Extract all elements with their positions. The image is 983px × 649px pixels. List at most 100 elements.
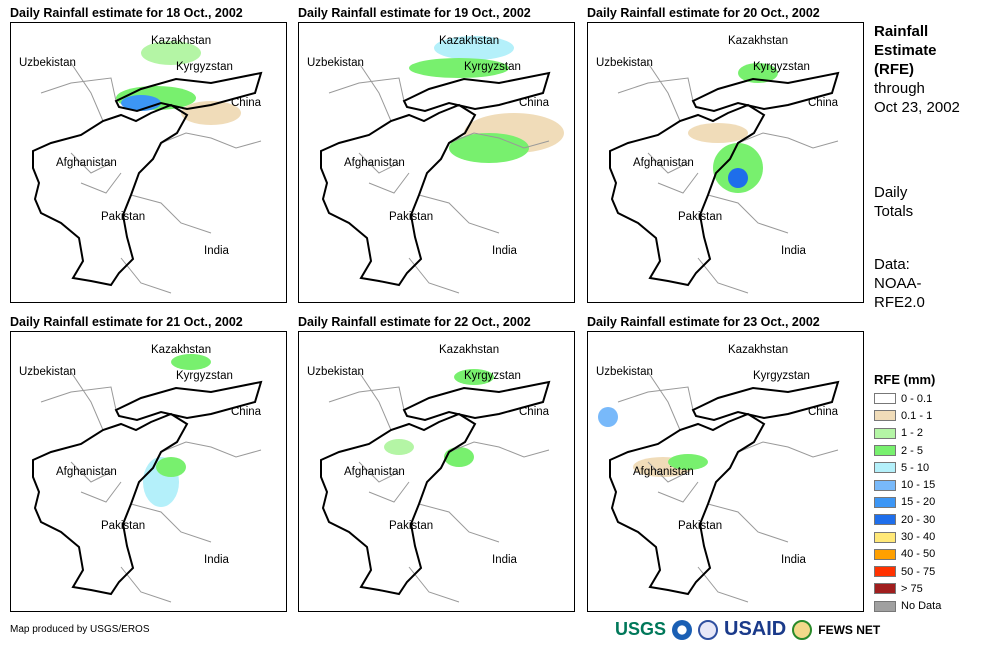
rainfall-patch (738, 63, 778, 83)
rainfall-patch (598, 407, 618, 427)
country-label-india: India (204, 245, 229, 257)
country-label-uzbekistan: Uzbekistan (19, 57, 76, 69)
admin-borders (328, 62, 550, 294)
country-label-india: India (492, 245, 517, 257)
legend-label: 1 - 2 (901, 427, 924, 440)
afghanistan-pakistan-border (320, 412, 477, 596)
legend-label: 10 - 15 (901, 479, 936, 492)
legend-item: > 75 (874, 580, 941, 597)
panel-title: Daily Rainfall estimate for 18 Oct., 200… (10, 6, 243, 20)
country-label-india: India (492, 554, 517, 566)
country-label-uzbekistan: Uzbekistan (596, 57, 653, 69)
admin-borders (40, 371, 262, 603)
legend-label: 0 - 0.1 (901, 392, 933, 405)
country-label-india: India (204, 554, 229, 566)
afghanistan-pakistan-border (32, 103, 189, 287)
country-label-china: China (231, 97, 262, 109)
legend-swatch (874, 496, 896, 508)
country-label-kazakhstan: Kazakhstan (728, 35, 789, 47)
note-line: NOAA- (874, 275, 922, 292)
panel-title: Daily Rainfall estimate for 21 Oct., 200… (10, 315, 243, 329)
legend-item: 0.1 - 1 (874, 407, 941, 424)
country-label-kazakhstan: Kazakhstan (439, 344, 500, 356)
afghanistan-pakistan-border (609, 103, 766, 287)
country-label-uzbekistan: Uzbekistan (19, 366, 76, 378)
legend-label: 50 - 75 (901, 565, 936, 578)
heading-line: through (874, 80, 925, 97)
note-line: Data: (874, 256, 910, 273)
legend-label: 2 - 5 (901, 444, 924, 457)
fews-logo: FEWS NET (818, 622, 881, 637)
legend-item: 2 - 5 (874, 442, 941, 459)
admin-borders (328, 371, 550, 603)
legend-item: 15 - 20 (874, 494, 941, 511)
country-label-pakistan: Pakistan (678, 520, 723, 532)
legend-swatch (874, 462, 896, 474)
legend-item: 40 - 50 (874, 546, 941, 563)
kyrgyzstan-border (114, 71, 263, 113)
legend-swatch (874, 393, 896, 405)
heading-line: (RFE) (874, 61, 914, 78)
panel-title: Daily Rainfall estimate for 19 Oct., 200… (298, 6, 531, 20)
legend-item: 5 - 10 (874, 459, 941, 476)
country-label-pakistan: Pakistan (101, 520, 146, 532)
legend-swatch (874, 566, 896, 578)
country-label-kyrgyzstan: Kyrgyzstan (464, 61, 521, 73)
afghanistan-pakistan-border (609, 412, 766, 596)
legend-label: 20 - 30 (901, 513, 936, 526)
country-label-kyrgyzstan: Kyrgyzstan (176, 370, 233, 382)
legend-item: 30 - 40 (874, 528, 941, 545)
figure-heading: Rainfall Estimate (RFE) through Oct 23, … (874, 22, 960, 117)
note-line: Daily (874, 184, 908, 201)
kyrgyzstan-border (402, 71, 551, 113)
data-source-note: Data: NOAA- RFE2.0 (874, 255, 925, 312)
kyrgyzstan-border (691, 71, 840, 113)
admin-borders (40, 62, 262, 294)
rainfall-map-panel: Kazakhstan Uzbekistan Kyrgyzstan China Afgha… (587, 22, 864, 303)
country-label-pakistan: Pakistan (389, 520, 434, 532)
country-label-india: India (781, 554, 806, 566)
logos: USGS USAID FEWS NET (615, 618, 880, 641)
country-label-pakistan: Pakistan (101, 211, 146, 223)
rainfall-map-panel: Kazakhstan Uzbekistan Kyrgyzstan China Afgha… (10, 331, 287, 612)
legend-label: > 75 (901, 582, 923, 595)
legend-item: No Data (874, 598, 941, 615)
kyrgyzstan-border (114, 380, 263, 422)
admin-borders (617, 371, 839, 603)
country-label-pakistan: Pakistan (389, 211, 434, 223)
rainfall-patch (434, 36, 514, 60)
usgs-logo: USGS (615, 619, 667, 639)
legend-title: RFE (mm) (874, 372, 936, 387)
rainfall-patch (728, 168, 748, 188)
heading-line: Estimate (874, 42, 937, 59)
afghanistan-pakistan-border (32, 412, 189, 596)
panel-title: Daily Rainfall estimate for 20 Oct., 200… (587, 6, 820, 20)
afghanistan-pakistan-border (320, 103, 477, 287)
legend-label: 30 - 40 (901, 531, 936, 544)
country-label-china: China (231, 406, 262, 418)
heading-line: Rainfall (874, 23, 929, 40)
legend-label: 15 - 20 (901, 496, 936, 509)
usaid-seal (698, 619, 719, 640)
legend: RFE (mm) 0 - 0.1 0.1 - 1 1 - 2 2 - 5 5 - 10 1… (874, 372, 941, 615)
country-label-pakistan: Pakistan (678, 211, 723, 223)
country-label-uzbekistan: Uzbekistan (307, 366, 364, 378)
country-label-china: China (519, 97, 550, 109)
legend-item: 0 - 0.1 (874, 390, 941, 407)
rainfall-patch (141, 41, 201, 65)
country-label-kazakhstan: Kazakhstan (439, 35, 500, 47)
country-label-afghanistan: Afghanistan (56, 157, 117, 169)
rainfall-patch (409, 58, 509, 78)
rainfall-patch (668, 454, 708, 470)
rainfall-map-panel: Kazakhstan Uzbekistan Kyrgyzstan China Afgha… (10, 22, 287, 303)
legend-swatch (874, 583, 896, 595)
legend-label: No Data (901, 600, 942, 613)
rainfall-map-panel: Kazakhstan Uzbekistan Kyrgyzstan China Afgha… (298, 22, 575, 303)
country-label-india: India (781, 245, 806, 257)
rainfall-patch (454, 369, 494, 385)
legend-item: 1 - 2 (874, 425, 941, 442)
panel-title: Daily Rainfall estimate for 22 Oct., 200… (298, 315, 531, 329)
legend-swatch (874, 600, 896, 612)
country-label-afghanistan: Afghanistan (633, 157, 694, 169)
